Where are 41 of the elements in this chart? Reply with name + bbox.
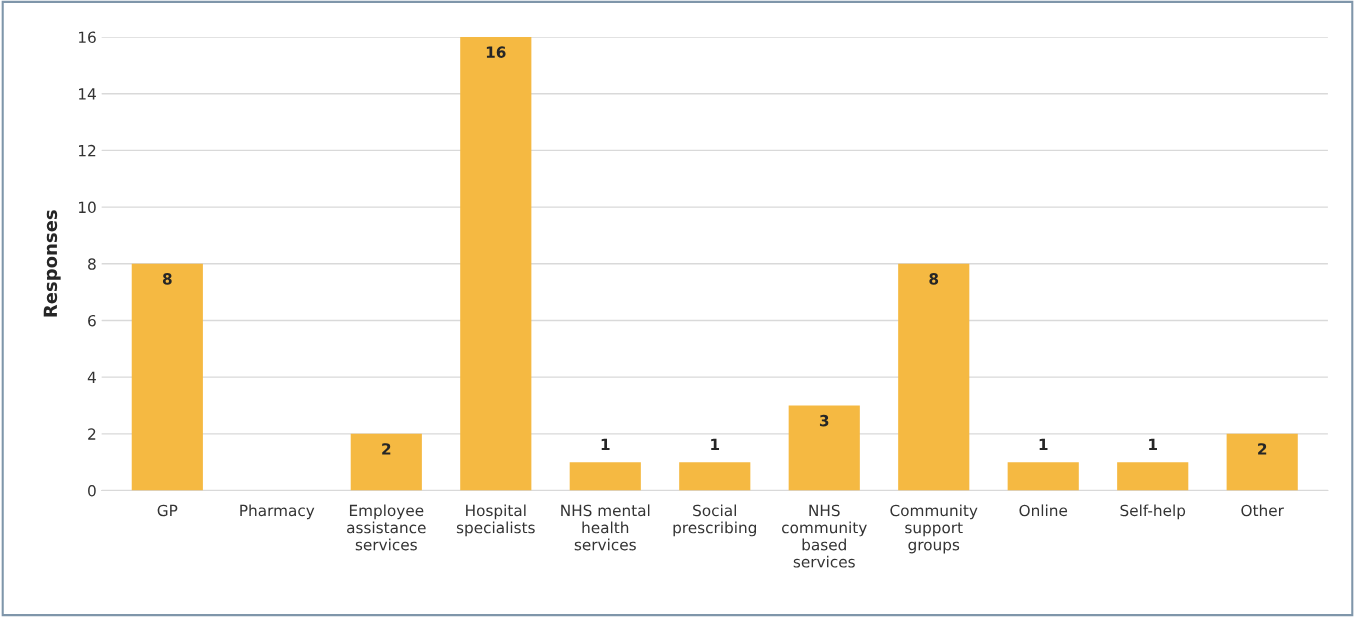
x-tick-label: GP — [157, 504, 178, 517]
x-tick-label: NHS community based services — [782, 504, 867, 568]
y-tick-label: 8 — [88, 258, 96, 270]
bar — [1117, 462, 1189, 491]
data-label: 2 — [1258, 443, 1267, 455]
x-tick-label: Self-help — [1120, 504, 1186, 520]
data-label: 8 — [162, 273, 172, 285]
bar — [898, 263, 970, 491]
y-tick-label: 10 — [79, 201, 96, 214]
y-tick-label: 2 — [88, 428, 96, 440]
data-label: 3 — [819, 414, 829, 427]
bar — [350, 433, 422, 491]
y-tick-label: 14 — [79, 88, 96, 100]
y-tick-label: 12 — [79, 144, 96, 157]
x-tick-label: Community support groups — [890, 504, 978, 554]
x-tick-label: Online — [1019, 504, 1068, 517]
data-label: 1 — [601, 438, 610, 450]
y-tick-label: 6 — [88, 314, 96, 327]
bar — [679, 462, 751, 491]
x-tick-label: Social prescribing — [673, 504, 756, 537]
y-tick-label: 0 — [88, 484, 96, 497]
x-tick-label: NHS mental health services — [561, 504, 650, 551]
data-label: 8 — [929, 273, 939, 285]
bar — [1007, 462, 1079, 491]
data-label: 1 — [1149, 438, 1157, 450]
bar — [569, 462, 641, 491]
x-tick-label: Employee assistance services — [347, 504, 426, 551]
bar — [1226, 433, 1298, 491]
data-label: 1 — [711, 438, 720, 450]
x-tick-label: Pharmacy — [240, 504, 315, 520]
x-tick-label: Hospital specialists — [456, 504, 535, 537]
x-tick-label: Other — [1241, 504, 1284, 517]
data-label: 16 — [486, 46, 506, 58]
y-tick-label: 4 — [87, 371, 96, 383]
data-label: 1 — [1039, 438, 1048, 450]
y-axis-title: Responses — [43, 210, 61, 317]
y-tick-label: 16 — [79, 31, 96, 44]
bar — [788, 405, 860, 491]
bar — [460, 37, 532, 491]
bar — [131, 263, 203, 491]
data-label: 2 — [382, 443, 391, 455]
